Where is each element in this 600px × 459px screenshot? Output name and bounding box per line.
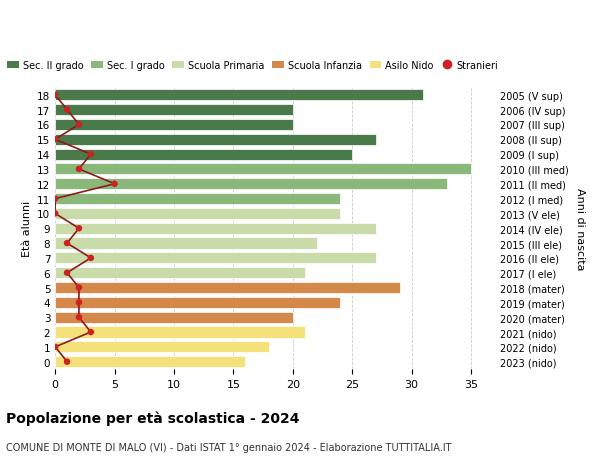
Bar [55, 134, 376, 146]
Point [74, 284, 84, 291]
Point [74, 225, 84, 232]
Bar [55, 312, 293, 323]
Point [50, 136, 60, 144]
Point [86, 151, 95, 158]
Bar [55, 282, 400, 293]
Y-axis label: Anni di nascita: Anni di nascita [575, 188, 585, 270]
Point [74, 122, 84, 129]
Bar [55, 164, 471, 175]
Point [50, 196, 60, 203]
Bar [55, 194, 340, 205]
Bar [55, 238, 317, 249]
Bar [55, 341, 269, 353]
Bar [55, 297, 340, 308]
Legend: Sec. II grado, Sec. I grado, Scuola Primaria, Scuola Infanzia, Asilo Nido, Stran: Sec. II grado, Sec. I grado, Scuola Prim… [4, 56, 502, 74]
Point [62, 358, 72, 365]
Y-axis label: Età alunni: Età alunni [22, 201, 32, 257]
Point [50, 92, 60, 99]
Point [86, 329, 95, 336]
Point [86, 255, 95, 262]
Bar [55, 327, 305, 338]
Point [62, 106, 72, 114]
Bar [55, 120, 293, 131]
Point [74, 166, 84, 173]
Point [74, 314, 84, 321]
Bar [55, 208, 340, 219]
Point [50, 210, 60, 218]
Bar [55, 149, 352, 160]
Point [62, 269, 72, 277]
Text: COMUNE DI MONTE DI MALO (VI) - Dati ISTAT 1° gennaio 2024 - Elaborazione TUTTITA: COMUNE DI MONTE DI MALO (VI) - Dati ISTA… [6, 442, 452, 452]
Bar [55, 356, 245, 367]
Text: Popolazione per età scolastica - 2024: Popolazione per età scolastica - 2024 [6, 411, 299, 425]
Point [74, 299, 84, 306]
Bar [55, 105, 293, 116]
Bar [55, 253, 376, 264]
Bar [55, 223, 376, 234]
Bar [55, 179, 447, 190]
Point [62, 240, 72, 247]
Point [110, 181, 119, 188]
Bar [55, 90, 424, 101]
Point [50, 343, 60, 351]
Bar [55, 268, 305, 279]
